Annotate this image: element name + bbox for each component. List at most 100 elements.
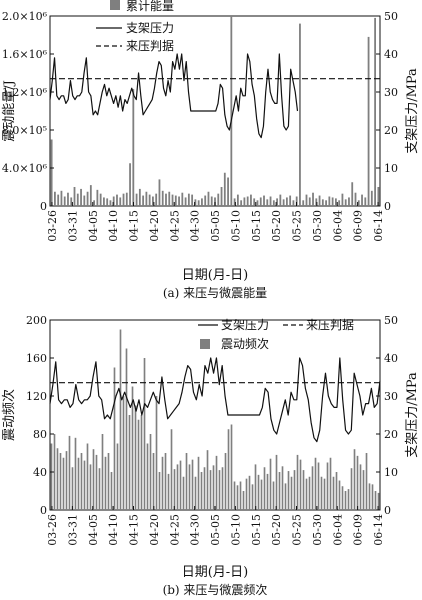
panel-a-y2-ticks: 0 10 20 30 40 50 <box>376 10 398 213</box>
bar-98 <box>344 491 347 510</box>
bar-44 <box>194 199 197 206</box>
x-tick-label-12: 05-25 <box>291 514 304 546</box>
bar-39 <box>178 196 180 206</box>
bar-26 <box>128 415 131 510</box>
pressure-line <box>49 53 299 139</box>
bar-77 <box>281 466 284 510</box>
bar-50 <box>200 472 203 510</box>
bar-37 <box>171 194 174 206</box>
y2-tick-label-5: 50 <box>384 314 398 327</box>
bar-57 <box>236 194 239 206</box>
y2-tick-label-0: 0 <box>384 200 391 213</box>
x-tick-label-15: 06-09 <box>352 210 365 242</box>
bar-51 <box>203 467 206 510</box>
bar-50 <box>214 197 216 206</box>
bar-49 <box>210 196 213 206</box>
bar-89 <box>317 462 320 510</box>
bar-19 <box>107 453 110 510</box>
bar-24 <box>122 396 125 510</box>
x-tick-label-16: 06-14 <box>372 514 385 546</box>
bar-7 <box>73 187 76 206</box>
bar-63 <box>256 200 259 206</box>
bar-13 <box>89 464 92 510</box>
bar-1 <box>53 434 56 510</box>
y-tick-label-1: 40 <box>33 466 47 479</box>
bar-67 <box>269 196 272 206</box>
bar-45 <box>185 453 188 510</box>
x-tick-label-11: 05-20 <box>270 514 283 546</box>
bar-43 <box>191 194 194 206</box>
x-tick-label-14: 06-04 <box>331 514 344 546</box>
bar-23 <box>125 192 128 206</box>
bar-99 <box>347 489 350 510</box>
bar-6 <box>70 197 73 206</box>
bar-13 <box>93 200 96 206</box>
bar-81 <box>315 198 318 206</box>
panel-a-x-ticks: 03-26 03-31 04-05 04-10 04-15 04-20 04-25 04-30… <box>46 202 385 242</box>
bar-32 <box>155 193 158 206</box>
bar-14 <box>92 449 95 510</box>
bar-81 <box>293 470 296 510</box>
y2-tick-label-1: 10 <box>384 466 398 479</box>
bar-2 <box>56 448 59 510</box>
bar-47 <box>191 459 194 510</box>
x-tick-label-13: 05-30 <box>311 514 324 546</box>
bar-7 <box>71 467 74 510</box>
y-tick-label-0: 0 <box>40 200 47 213</box>
x-tick-label-5: 04-20 <box>148 210 161 242</box>
bar-8 <box>74 437 77 510</box>
bar-76 <box>278 472 281 510</box>
bar-75 <box>275 454 278 510</box>
bar-38 <box>164 453 167 510</box>
bar-43 <box>179 460 182 510</box>
bar-100 <box>377 187 380 206</box>
bar-59 <box>243 197 246 206</box>
legend-dashed-label: 来压判据 <box>126 39 174 53</box>
bar-89 <box>341 193 344 206</box>
bar-24 <box>129 163 131 206</box>
bar-86 <box>308 476 311 510</box>
bar-52 <box>206 450 209 510</box>
bar-29 <box>145 191 148 206</box>
bar-68 <box>272 200 275 206</box>
bar-22 <box>122 193 125 206</box>
legend-bar-swatch <box>110 0 120 10</box>
bar-70 <box>260 479 263 510</box>
bar-74 <box>292 200 295 206</box>
bar-17 <box>101 434 104 510</box>
panel-b-y2label: 支架压力/MPa <box>405 372 420 458</box>
legend-dashed-label: 来压判据 <box>306 318 354 332</box>
y-tick-label-3: 1.2×10⁶ <box>2 86 48 99</box>
bar-28 <box>134 405 137 510</box>
bar-30 <box>140 415 143 510</box>
bar-71 <box>263 467 266 510</box>
y-tick-label-2: 8.0×10⁵ <box>2 124 47 137</box>
x-tick-label-3: 04-10 <box>107 210 120 242</box>
bar-33 <box>158 179 161 206</box>
bar-87 <box>334 198 337 206</box>
bar-80 <box>312 192 314 206</box>
x-tick-label-0: 03-26 <box>46 514 59 546</box>
x-tick-label-9: 05-10 <box>229 210 242 242</box>
bar-84 <box>325 200 327 206</box>
panel-b-xlabel: 日期(月-日) <box>182 565 249 580</box>
bar-88 <box>314 457 317 510</box>
bar-55 <box>215 455 218 510</box>
bar-90 <box>320 476 323 510</box>
x-tick-label-11: 05-20 <box>270 210 283 242</box>
bar-26 <box>135 193 138 206</box>
y2-tick-label-2: 20 <box>384 428 398 441</box>
bar-57 <box>221 467 224 510</box>
bar-40 <box>170 429 173 510</box>
panel-a-xlabel: 日期(月-日) <box>182 268 249 283</box>
bar-3 <box>59 453 62 510</box>
bar-49 <box>197 456 200 510</box>
bar-56 <box>233 198 236 206</box>
bar-76 <box>299 23 301 206</box>
bar-97 <box>341 486 344 510</box>
bar-38 <box>174 195 177 206</box>
bar-11 <box>83 460 86 510</box>
bar-62 <box>253 198 256 206</box>
x-tick-label-10: 05-15 <box>250 210 263 242</box>
